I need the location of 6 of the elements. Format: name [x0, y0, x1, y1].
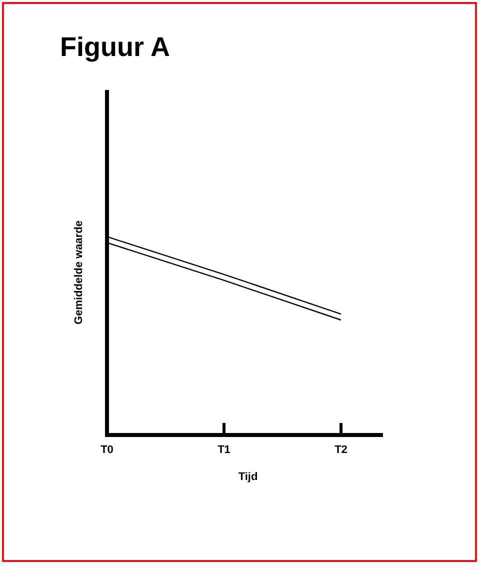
x-axis-title: Tijd — [238, 471, 258, 483]
x-tick-label: T1 — [218, 444, 230, 456]
y-axis-title: Gemiddelde waarde — [73, 220, 85, 324]
x-tick-label: T0 — [100, 444, 114, 456]
x-tick-label: T2 — [334, 444, 348, 456]
chart-title: Figuur A — [60, 32, 170, 62]
